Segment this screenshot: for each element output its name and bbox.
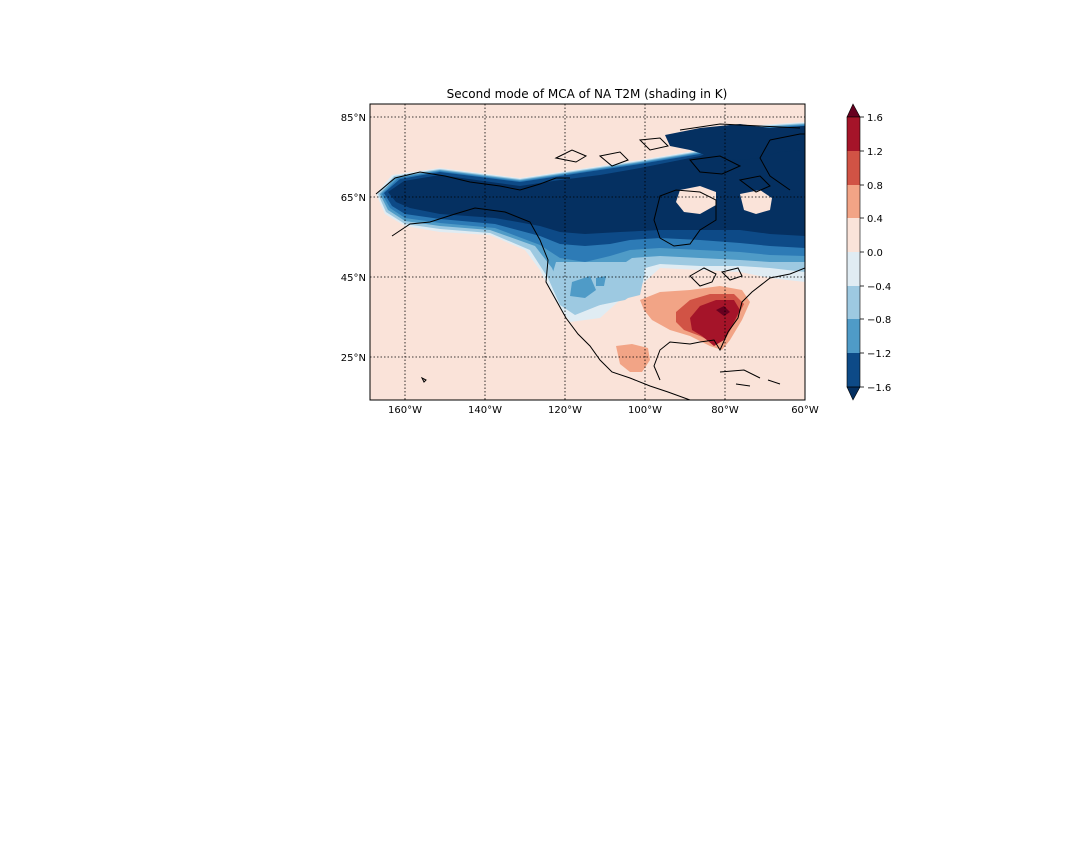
map-plot-area [370,104,805,400]
colorbar-label-0.0: 0.0 [867,248,883,259]
lon-label-160w: 160°W [388,405,422,416]
coastline-eastern-us [653,267,805,381]
colorbar-extend-top [846,103,861,118]
colorbar-label-1.2: 1.2 [867,147,883,158]
lat-label-85: 85°N [341,113,366,124]
colorbar-extend-bottom [846,386,861,401]
hudson-gap [740,190,772,214]
map-title: Second mode of MCA of NA T2M (shading in… [447,87,728,101]
colorbar-tick-labels: 1.6 1.2 0.8 0.4 0.0 −0.4 −0.8 −1.2 −1.6 [867,113,891,394]
arctic-islands-shade [665,124,805,160]
map-frame [369,103,806,401]
contour-pos16-core [716,306,730,316]
lon-label-60w: 60°W [791,405,819,416]
contour-west-neg [550,262,645,312]
coastline-arctic-islands [554,123,801,193]
coastline-hawaii [420,376,427,383]
lon-label-80w: 80°W [711,405,739,416]
lon-label-120w: 120°W [548,405,582,416]
colorbar-ticks [860,116,864,388]
lat-tick-labels: 85°N 65°N 45°N 25°N [341,113,366,364]
coastlines [375,123,805,400]
colorbar-label-0.8: 0.8 [867,181,883,192]
lon-label-140w: 140°W [468,405,502,416]
coastline-alaska [375,171,691,400]
colorbar-label-1.6: 1.6 [867,113,883,124]
colorbar-bin-5 [847,218,860,252]
coastline-greenland [759,133,805,191]
colorbar-label-neg0.4: −0.4 [867,282,891,293]
colorbar-bin-1 [847,353,860,387]
colorbar-label-neg1.2: −1.2 [867,349,891,360]
colorbar-label-neg0.8: −0.8 [867,315,891,326]
colorbar-bin-8 [847,117,860,151]
gridlines [370,104,805,400]
lat-label-45: 45°N [341,273,366,284]
contour-west-neg12 [570,276,596,298]
colorbar-bin-3 [847,286,860,319]
lat-label-65: 65°N [341,193,366,204]
lon-label-100w: 100°W [628,405,662,416]
coastline-caribbean [719,369,781,387]
lat-label-25: 25°N [341,353,366,364]
lon-tick-labels: 160°W 140°W 120°W 100°W 80°W 60°W [388,405,819,416]
colorbar-bin-4 [847,252,860,286]
greenland-gap [676,186,716,214]
contour-mexico-warm [616,344,650,372]
colorbar-bin-6 [847,185,860,218]
colorbar-bin-2 [847,319,860,353]
contour-west-neg12b [596,276,606,286]
colorbar: 1.6 1.2 0.8 0.4 0.0 −0.4 −0.8 −1.2 −1.6 [846,103,891,401]
coastline-hudson-bay [653,189,717,247]
colorbar-label-neg1.6: −1.6 [867,383,891,394]
shading-layer [376,122,805,372]
colorbar-label-0.4: 0.4 [867,214,883,225]
colorbar-bin-7 [847,151,860,185]
